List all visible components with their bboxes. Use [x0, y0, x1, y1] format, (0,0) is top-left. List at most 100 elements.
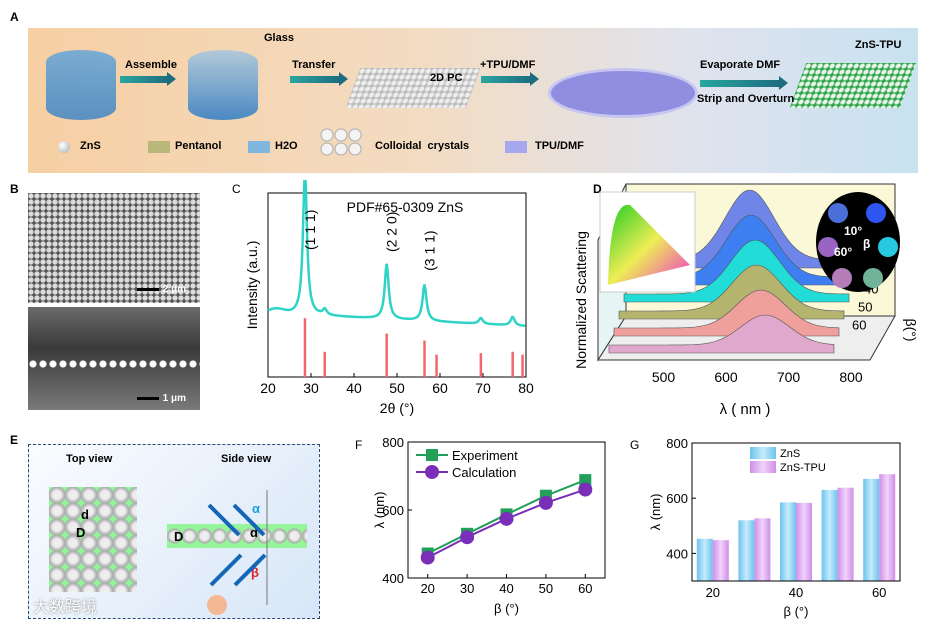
light-rays — [207, 490, 268, 615]
x-tick-label: 70 — [475, 380, 491, 396]
bar-zns — [696, 538, 713, 581]
step-zns-tpu: ZnS-TPU — [855, 39, 902, 51]
beta-label: β — [251, 565, 259, 580]
peak-label: (2 2 0) — [384, 212, 400, 252]
x-tick-label: 60 — [872, 585, 886, 600]
pentanol-swatch — [148, 141, 170, 153]
legend-label: ZnS-TPU — [780, 462, 826, 474]
legend-pentanol: Pentanol — [175, 140, 222, 152]
x-tick-label: 50 — [389, 380, 405, 396]
legend-marker — [425, 465, 439, 479]
data-point — [578, 482, 593, 497]
scattering-spectrum-40 — [618, 264, 845, 320]
y-axis-label: Normalized Scattering — [573, 231, 589, 369]
top-d-label: d — [81, 507, 89, 522]
beta-tick-label: 60 — [852, 317, 866, 332]
data-point — [499, 511, 514, 526]
plot-frame — [691, 442, 901, 582]
xrd-curve — [267, 180, 526, 328]
incident-ray — [232, 503, 266, 537]
x-tick-label: 80 — [518, 380, 534, 396]
y-tick-label: 600 — [666, 491, 688, 506]
x-axis-label: 2θ (°) — [380, 400, 414, 416]
color-sample — [828, 203, 848, 223]
scattering-spectrum-30 — [623, 239, 850, 303]
panel-label-c: C — [232, 182, 241, 196]
x-tick-label: 700 — [777, 369, 801, 385]
x-tick-label: 30 — [460, 581, 474, 596]
sphere-row — [28, 359, 200, 369]
x-tick-label: 50 — [539, 581, 553, 596]
scattering-3d-chart: 102030405060500600700800λ ( nm )Normaliz… — [573, 183, 919, 418]
peak-label: (3 1 1) — [422, 230, 438, 270]
petri-dish — [548, 68, 698, 118]
top-view-lattice — [49, 487, 137, 592]
color-sample — [832, 268, 852, 288]
color-sample — [863, 268, 883, 288]
scattering-spectrum-60 — [608, 314, 835, 354]
y-axis-label: λ (nm) — [372, 492, 387, 529]
step-tpu-dmf: +TPU/DMF — [480, 59, 536, 71]
x-axis-label: β (°) — [784, 604, 809, 619]
sem-cross-section-image: 1 μm — [28, 307, 200, 410]
panel-label-a: A — [10, 10, 19, 24]
side-view-title: Side view — [221, 453, 272, 465]
bar-zns-tpu — [796, 502, 812, 581]
step-2dpc: 2D PC — [430, 72, 463, 84]
y-axis-label: Intensity (a.u.) — [244, 241, 260, 330]
arrow-assemble — [120, 72, 176, 86]
scale-bar-bottom: 1 μm — [137, 393, 186, 404]
y-tick-label: 400 — [382, 571, 404, 586]
legend-colloidal: Colloidal crystals — [375, 140, 470, 152]
h2o-swatch — [248, 141, 270, 153]
legend-swatch — [750, 447, 776, 459]
x-tick-label: 30 — [303, 380, 319, 396]
step-glass: Glass — [264, 32, 294, 44]
arrow-transfer — [290, 72, 348, 86]
arrow-tpu — [481, 72, 539, 86]
scattered-ray — [209, 553, 243, 587]
top-view-title: Top view — [66, 453, 113, 465]
panel-label-b: B — [10, 182, 19, 196]
y-tick-label: 400 — [666, 546, 688, 561]
scattered-ray — [233, 553, 267, 587]
x-tick-label: 60 — [432, 380, 448, 396]
tpu-swatch — [505, 141, 527, 153]
panel-label-d: D — [593, 182, 602, 196]
bar-zns-tpu — [879, 474, 896, 581]
chart-title: PDF#65-0309 ZnS — [347, 199, 464, 215]
arrow-evaporate — [700, 76, 788, 90]
panel-label-e: E — [10, 433, 19, 447]
bar-zns-tpu — [837, 487, 854, 581]
data-point — [538, 495, 553, 510]
legend-label: Calculation — [452, 465, 516, 480]
color-sample — [866, 203, 886, 223]
step-strip: Strip and Overturn — [697, 93, 795, 105]
x-tick-label: 800 — [839, 369, 863, 385]
inset-label: 60° — [834, 245, 852, 259]
step-transfer: Transfer — [292, 59, 336, 71]
side-d-label: d — [250, 525, 258, 540]
zns-tpu-film — [789, 63, 917, 108]
inset-label: 10° — [844, 224, 862, 238]
bar-zns — [863, 478, 880, 581]
zns-sphere-icon — [58, 141, 70, 153]
step-assemble: Assemble — [125, 59, 177, 71]
legend-tpu: TPU/DMF — [535, 140, 584, 152]
legend-h2o: H2O — [275, 140, 298, 152]
x-tick-label: 40 — [346, 380, 362, 396]
legend-zns: ZnS — [80, 140, 101, 152]
beaker-1 — [46, 50, 116, 120]
step-evaporate: Evaporate DMF — [700, 59, 781, 71]
x-tick-label: 40 — [499, 581, 513, 596]
x-tick-label: 20 — [420, 581, 434, 596]
side-view-layer — [167, 524, 307, 548]
scale-bar-top: 2 μm — [137, 284, 186, 295]
color-sample — [878, 237, 898, 257]
x-axis-label: β (°) — [494, 601, 519, 616]
top-D-label: D — [76, 525, 86, 540]
x-tick-label: 600 — [714, 369, 738, 385]
inset-label: β — [863, 237, 870, 251]
sem-top-image: 2 μm — [28, 193, 200, 303]
x-tick-label: 20 — [706, 585, 720, 600]
